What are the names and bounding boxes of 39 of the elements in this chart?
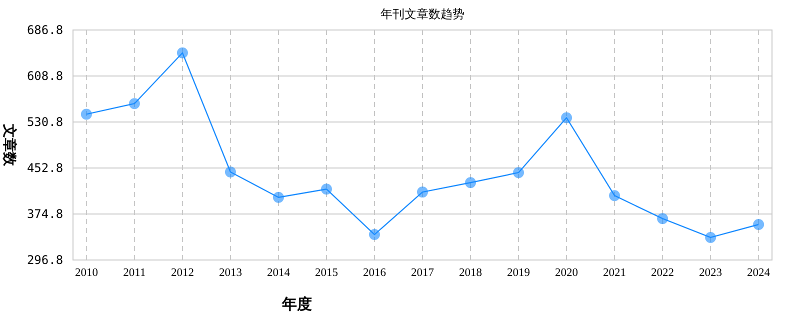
x-axis-title: 年度 (281, 295, 312, 313)
chart-title: 年刊文章数趋势 (380, 7, 464, 21)
point (224, 166, 236, 178)
point (417, 186, 428, 198)
point (272, 192, 284, 203)
point (513, 167, 524, 178)
point (705, 232, 716, 243)
y-tick-label: 608.8 (26, 69, 64, 83)
y-axis-title: 文章数 (1, 123, 18, 167)
point (320, 184, 332, 195)
x-tick-label: 2019 (507, 267, 530, 279)
y-tick-label: 686.8 (26, 23, 64, 37)
x-tick-label: 2023 (699, 267, 722, 279)
x-tick-label: 2013 (218, 267, 242, 279)
point (657, 213, 668, 224)
point (368, 229, 380, 240)
x-tick-label: 2014 (266, 267, 290, 279)
x-tick-label: 2011 (123, 267, 146, 279)
x-tick-label: 2016 (362, 267, 386, 279)
x-tick-label: 2020 (555, 267, 578, 279)
x-tick-label: 2018 (459, 267, 482, 279)
x-tick-label: 2010 (74, 267, 98, 279)
x-tick-label: 2022 (651, 267, 674, 279)
y-tick-label: 374.8 (26, 207, 64, 221)
point (465, 177, 476, 188)
x-tick-label: 2024 (747, 267, 770, 279)
x-tick-label: 2012 (170, 267, 194, 279)
x-tick-label: 2015 (314, 267, 338, 279)
point (609, 190, 620, 202)
y-tick-label: 296.8 (26, 253, 64, 267)
y-tick-label: 452.8 (26, 161, 64, 175)
point (561, 112, 572, 124)
x-tick-label: 2021 (603, 267, 626, 279)
point (176, 47, 188, 58)
y-tick-label: 530.8 (26, 115, 64, 129)
point (753, 218, 764, 230)
point (80, 108, 92, 120)
x-tick-label: 2017 (411, 267, 434, 279)
point (128, 98, 140, 110)
